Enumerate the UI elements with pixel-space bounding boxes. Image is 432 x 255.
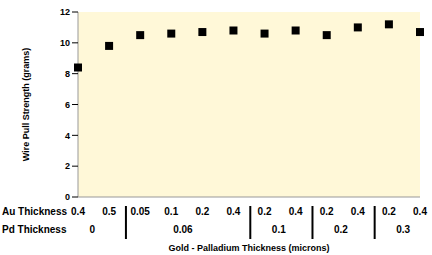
svg-text:Au Thickness: Au Thickness xyxy=(8,206,67,217)
svg-text:0.2: 0.2 xyxy=(195,206,209,217)
svg-text:0.4: 0.4 xyxy=(71,206,85,217)
svg-text:0.06: 0.06 xyxy=(173,224,193,235)
svg-text:0.2: 0.2 xyxy=(334,224,348,235)
svg-text:2: 2 xyxy=(65,161,70,171)
svg-text:0.05: 0.05 xyxy=(130,206,150,217)
svg-text:0: 0 xyxy=(65,192,70,202)
svg-text:12: 12 xyxy=(60,7,70,17)
svg-text:0.2: 0.2 xyxy=(258,206,272,217)
svg-text:4: 4 xyxy=(65,131,70,141)
svg-text:Gold - Palladium Thickness (mi: Gold - Palladium Thickness (microns) xyxy=(168,243,329,253)
svg-text:0.4: 0.4 xyxy=(227,206,241,217)
svg-text:0.5: 0.5 xyxy=(102,206,116,217)
svg-text:0: 0 xyxy=(89,224,95,235)
svg-text:Pd Thickness: Pd Thickness xyxy=(8,224,67,235)
svg-text:0.1: 0.1 xyxy=(272,224,286,235)
svg-text:0.3: 0.3 xyxy=(396,224,410,235)
svg-text:8: 8 xyxy=(65,69,70,79)
svg-text:10: 10 xyxy=(60,38,70,48)
svg-text:0.4: 0.4 xyxy=(351,206,365,217)
svg-text:0.4: 0.4 xyxy=(289,206,303,217)
svg-text:Wire Pull Strength (grams): Wire Pull Strength (grams) xyxy=(21,48,31,161)
svg-text:0.2: 0.2 xyxy=(320,206,334,217)
svg-text:0.4: 0.4 xyxy=(413,206,424,217)
svg-text:0.2: 0.2 xyxy=(382,206,396,217)
svg-text:6: 6 xyxy=(65,100,70,110)
svg-text:0.1: 0.1 xyxy=(164,206,178,217)
